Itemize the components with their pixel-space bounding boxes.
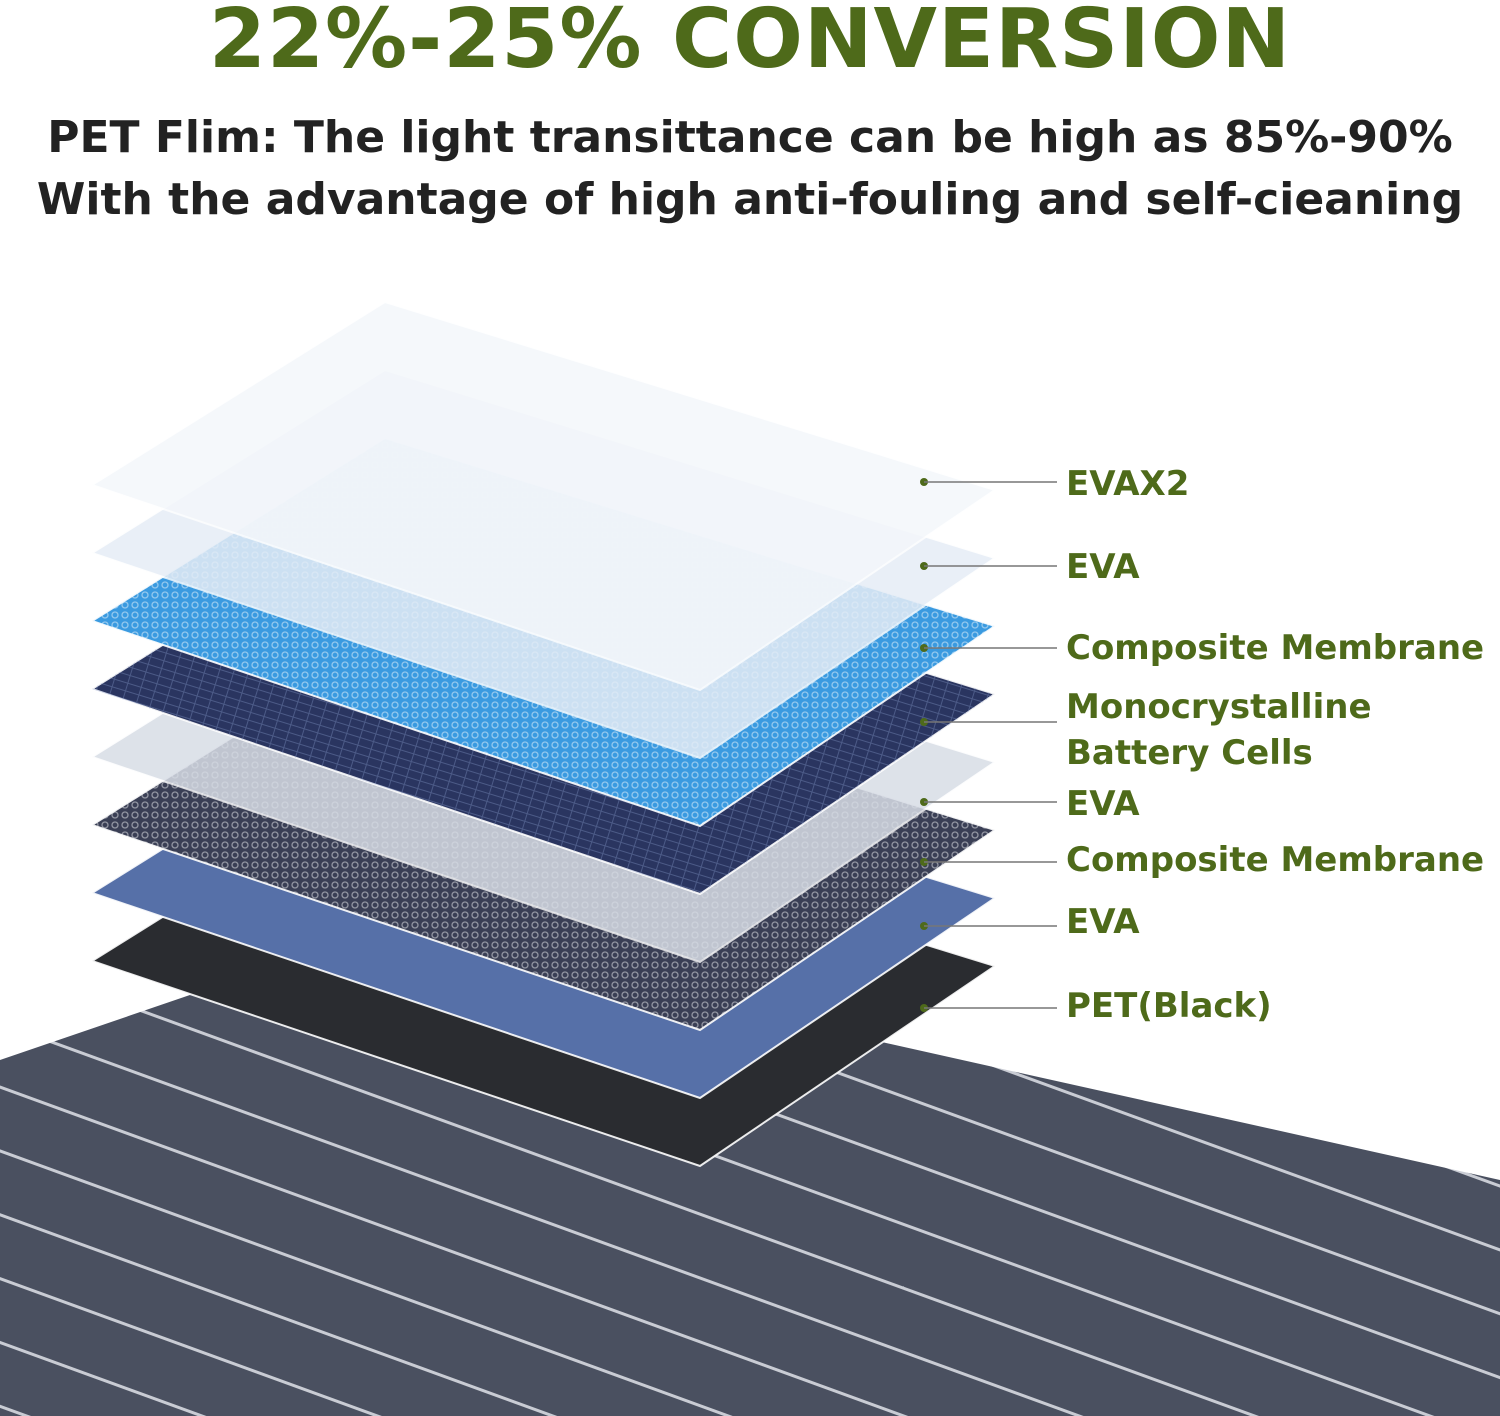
layer-label-text-2: Battery Cells [1066,733,1313,773]
layer-label-text: PET(Black) [1066,986,1272,1026]
layer-0 [89,300,998,692]
layer-label: EVA [1066,899,1140,945]
layer-label: EVAX2 [1066,461,1189,507]
subtitle-line-2: With the advantage of high anti-fouling … [36,174,1464,225]
layer-label-text: Monocrystalline [1066,687,1372,727]
layer-label-text: Composite Membrane [1066,840,1485,880]
layer-label: Composite Membrane [1066,625,1484,671]
layer-label-text: EVA [1066,902,1140,942]
headline: 22%-25% CONVERSION [208,0,1292,87]
layer-label-text: EVA [1066,784,1140,824]
layer-label-text: EVAX2 [1066,464,1190,504]
subtitle-line-1: PET Flim: The light transittance can be … [47,112,1453,163]
layer-label: Monocrystalline Battery Cells [1066,684,1372,776]
layer-label-text: EVA [1066,547,1140,587]
layer-label-text: Composite Membrane [1066,628,1485,668]
layer-label: EVA [1066,544,1140,590]
layer-label: PET(Black) [1066,983,1272,1029]
layer-label: Composite Membrane [1066,837,1484,883]
layer-label: EVA [1066,781,1140,827]
